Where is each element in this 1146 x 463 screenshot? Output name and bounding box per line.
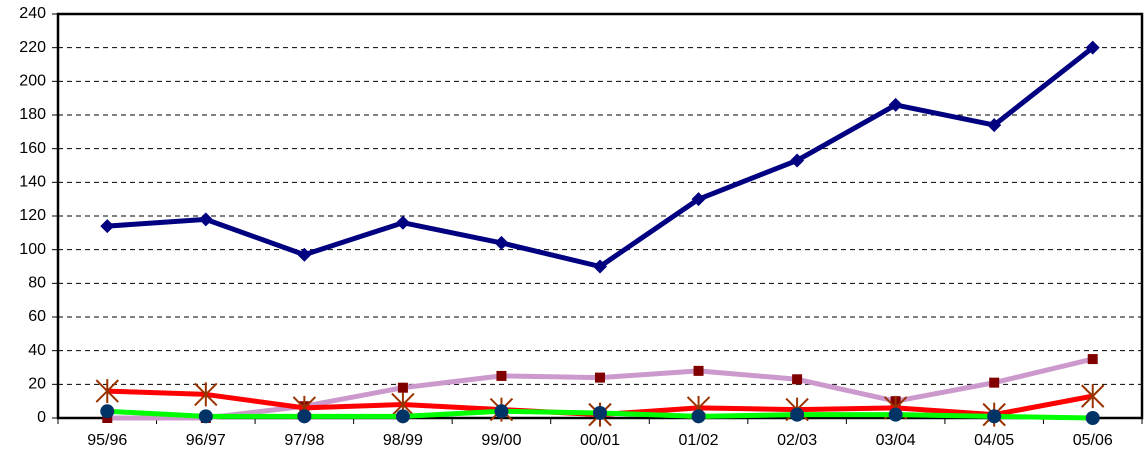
marker	[792, 374, 803, 385]
marker	[989, 377, 1000, 388]
marker	[987, 409, 1002, 424]
y-tick-label: 180	[19, 106, 46, 123]
marker	[888, 407, 903, 422]
marker	[397, 382, 408, 393]
marker	[888, 97, 903, 112]
marker	[593, 259, 607, 274]
marker	[693, 365, 704, 376]
marker	[100, 404, 115, 419]
y-tick-label: 160	[19, 140, 46, 157]
marker	[790, 153, 805, 168]
y-tick-label: 0	[37, 409, 46, 426]
marker	[198, 212, 213, 227]
marker	[395, 409, 410, 424]
marker	[593, 405, 607, 420]
x-tick-label: 00/01	[580, 432, 620, 449]
x-tick-label: 99/00	[481, 432, 521, 449]
x-tick-label: 05/06	[1073, 432, 1113, 449]
y-tick-label: 80	[28, 275, 46, 292]
marker	[691, 409, 706, 424]
x-tick-label: 97/98	[284, 432, 324, 449]
marker	[297, 247, 312, 262]
marker	[1081, 384, 1105, 409]
marker	[494, 404, 509, 419]
y-tick-label: 120	[19, 207, 46, 224]
y-tick-label: 40	[28, 342, 46, 359]
x-tick-label: 98/99	[383, 432, 423, 449]
x-tick-label: 02/03	[777, 432, 817, 449]
x-tick-label: 96/97	[186, 432, 226, 449]
y-tick-label: 100	[19, 241, 46, 258]
y-tick-label: 220	[19, 39, 46, 56]
series-line	[107, 45, 1095, 269]
marker	[198, 409, 213, 424]
x-tick-label: 03/04	[876, 432, 916, 449]
marker	[987, 118, 1002, 133]
y-tick-label: 200	[19, 73, 46, 90]
marker	[691, 192, 706, 207]
y-tick-label: 240	[19, 5, 46, 22]
marker	[395, 215, 410, 230]
marker	[1087, 354, 1098, 365]
marker	[297, 409, 312, 424]
x-tick-label: 04/05	[974, 432, 1014, 449]
y-tick-label: 60	[28, 308, 46, 325]
marker	[95, 379, 119, 404]
marker	[194, 382, 218, 407]
y-tick-label: 20	[28, 376, 46, 393]
marker	[496, 370, 507, 381]
x-tick-label: 95/96	[87, 432, 127, 449]
marker	[100, 219, 115, 234]
marker	[790, 407, 805, 422]
marker	[1085, 411, 1100, 425]
x-tick-label: 01/02	[679, 432, 719, 449]
marker	[1085, 40, 1100, 55]
y-tick-label: 140	[19, 174, 46, 191]
marker	[595, 372, 605, 383]
marker	[494, 235, 509, 250]
